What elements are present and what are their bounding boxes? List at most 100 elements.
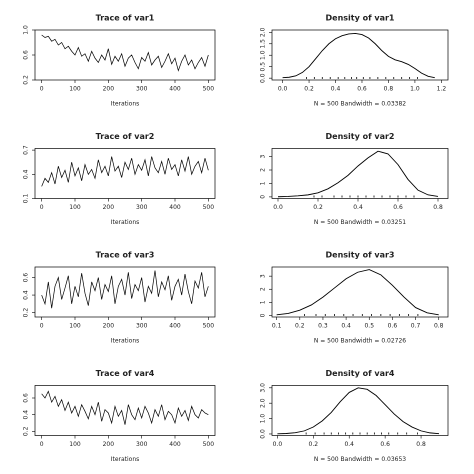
x-tick-label: 0 — [40, 323, 44, 330]
x-tick-label: 200 — [103, 441, 115, 448]
y-tick-label: 0.0 — [260, 429, 267, 439]
x-axis-label: N = 500 Bandwidth = 0.03251 — [314, 219, 406, 226]
x-tick-label: 300 — [136, 86, 148, 93]
x-tick-label: 0.8 — [384, 86, 394, 93]
y-tick-label: 0.5 — [260, 62, 267, 72]
x-tick-label: 0.2 — [313, 204, 323, 211]
x-tick-label: 400 — [169, 323, 181, 330]
y-tick-label: 1.0 — [260, 414, 267, 424]
panel-title: Trace of var4 — [96, 369, 155, 378]
trace-line — [41, 390, 209, 425]
x-tick-label: 0 — [40, 86, 44, 93]
x-tick-label: 0.2 — [304, 86, 314, 93]
y-tick-label: 1.0 — [23, 25, 30, 35]
x-tick-label: 100 — [69, 86, 81, 93]
x-tick-label: 0.8 — [416, 441, 426, 448]
y-tick-label: 1 — [260, 300, 267, 304]
x-tick-label: 400 — [169, 441, 181, 448]
x-tick-label: 200 — [103, 323, 115, 330]
x-axis-label: Iterations — [111, 101, 140, 108]
y-tick-label: 2 — [260, 287, 267, 291]
trace-line — [41, 34, 209, 72]
plot-frame — [34, 148, 216, 199]
x-tick-label: 300 — [136, 204, 148, 211]
x-tick-label: 200 — [103, 86, 115, 93]
trace-line — [41, 156, 209, 187]
y-tick-label: 0.2 — [23, 426, 30, 436]
y-tick-label: 0.2 — [23, 75, 30, 85]
x-tick-label: 0.4 — [341, 323, 351, 330]
x-tick-label: 100 — [69, 323, 81, 330]
x-tick-label: 0 — [40, 441, 44, 448]
x-tick-label: 1.2 — [437, 86, 447, 93]
y-tick-label: 0.4 — [23, 290, 30, 300]
y-tick-label: 3 — [260, 274, 267, 278]
x-tick-label: 0.0 — [273, 204, 283, 211]
x-axis-label: N = 500 Bandwidth = 0.02726 — [314, 338, 406, 345]
y-tick-label: 0.4 — [23, 410, 30, 420]
panel-title: Density of var3 — [326, 251, 395, 260]
x-tick-label: 0.3 — [318, 323, 328, 330]
density-curve — [277, 387, 440, 435]
x-tick-label: 0.6 — [388, 323, 398, 330]
plot-frame — [271, 148, 449, 199]
x-tick-label: 0.0 — [278, 86, 288, 93]
panel-title: Density of var2 — [326, 132, 395, 141]
density-curve — [282, 32, 435, 79]
y-tick-label: 0.0 — [260, 73, 267, 83]
x-tick-label: 0.1 — [272, 323, 282, 330]
x-tick-label: 200 — [103, 204, 115, 211]
x-tick-label: 0.2 — [295, 323, 305, 330]
x-tick-label: 500 — [203, 204, 215, 211]
y-tick-label: 2 — [260, 168, 267, 172]
density-curve — [277, 150, 439, 198]
x-tick-label: 400 — [169, 86, 181, 93]
y-tick-label: 1.0 — [260, 50, 267, 60]
y-tick-label: 0.1 — [23, 194, 30, 204]
x-tick-label: 300 — [136, 323, 148, 330]
plot-frame — [271, 29, 449, 81]
trace-line — [41, 270, 209, 309]
x-axis-label: Iterations — [111, 338, 140, 345]
plot-frame — [34, 29, 216, 81]
x-tick-label: 0.8 — [433, 204, 443, 211]
x-tick-label: 300 — [136, 441, 148, 448]
y-tick-label: 0.4 — [23, 169, 30, 179]
y-tick-label: 2.0 — [260, 398, 267, 408]
panel-title: Trace of var3 — [96, 251, 155, 260]
x-tick-label: 100 — [69, 204, 81, 211]
y-tick-label: 0.6 — [23, 393, 30, 403]
y-tick-label: 3 — [260, 154, 267, 158]
y-tick-label: 0.7 — [23, 145, 30, 155]
x-tick-label: 0.5 — [364, 323, 374, 330]
panel-title: Trace of var1 — [96, 14, 155, 23]
x-axis-label: N = 500 Bandwidth = 0.03382 — [314, 101, 406, 108]
x-tick-label: 0.7 — [411, 323, 421, 330]
x-tick-label: 0.8 — [434, 323, 444, 330]
y-tick-label: 0.6 — [23, 273, 30, 283]
x-tick-label: 400 — [169, 204, 181, 211]
x-tick-label: 0.6 — [357, 86, 367, 93]
x-tick-label: 500 — [203, 323, 215, 330]
panel-title: Trace of var2 — [96, 132, 155, 141]
y-tick-label: 0 — [260, 313, 267, 317]
x-tick-label: 0.4 — [353, 204, 363, 211]
x-tick-label: 100 — [69, 441, 81, 448]
x-tick-label: 500 — [203, 86, 215, 93]
x-axis-label: Iterations — [111, 456, 140, 463]
panel-title: Density of var4 — [326, 369, 395, 378]
x-tick-label: 0 — [40, 204, 44, 211]
plot-frame — [34, 266, 216, 318]
y-tick-label: 2.0 — [260, 27, 267, 37]
x-axis-label: N = 500 Bandwidth = 0.03653 — [314, 456, 406, 463]
x-tick-label: 1.0 — [410, 86, 420, 93]
plot-frame — [271, 385, 449, 436]
panel-title: Density of var1 — [326, 14, 395, 23]
plot-frame — [271, 266, 449, 318]
x-axis-label: Iterations — [111, 219, 140, 226]
y-tick-label: 3.0 — [260, 383, 267, 393]
density-curve — [276, 269, 439, 316]
y-tick-label: 0 — [260, 195, 267, 199]
y-tick-label: 1 — [260, 181, 267, 185]
